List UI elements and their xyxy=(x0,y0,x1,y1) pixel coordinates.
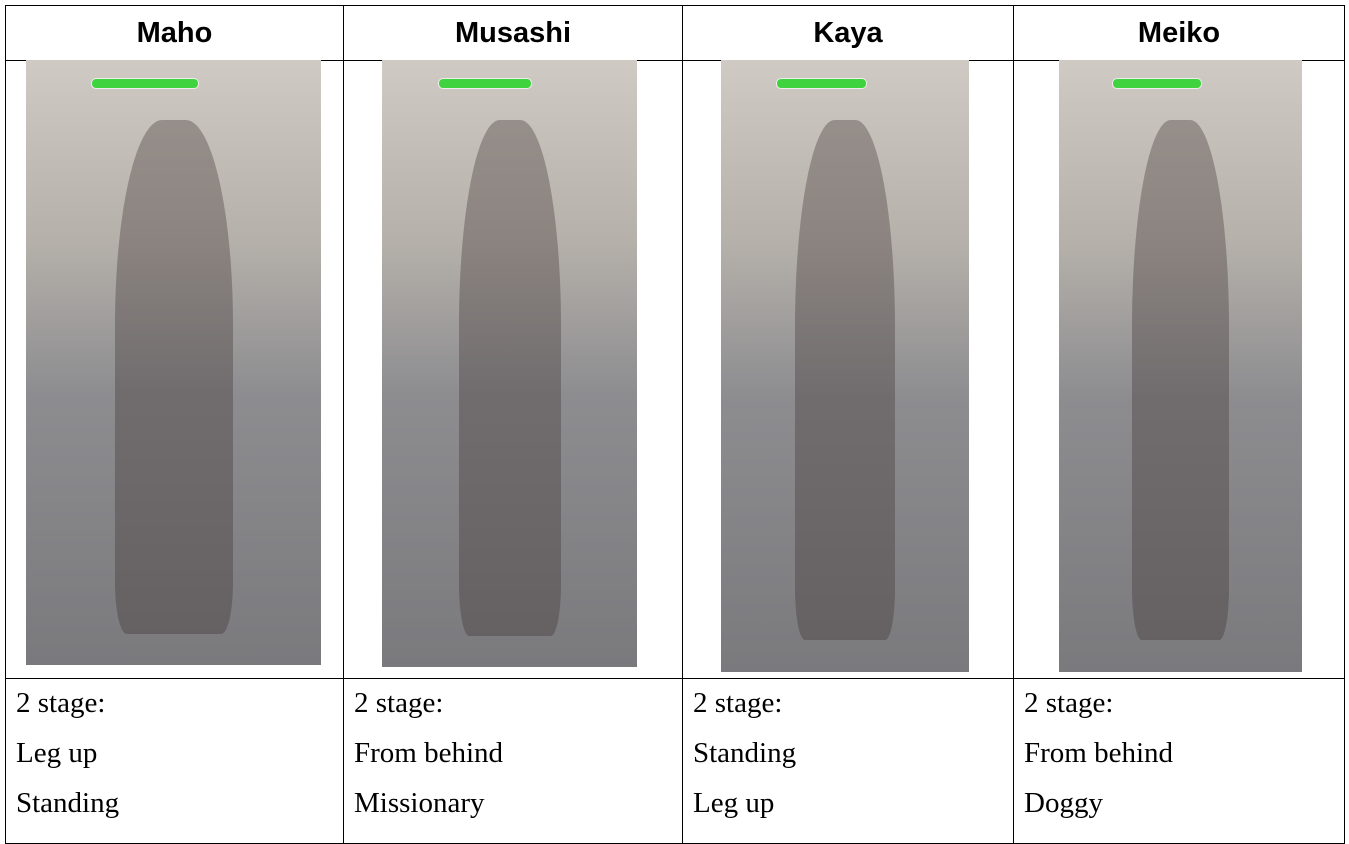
character-image xyxy=(1059,60,1302,672)
character-figure xyxy=(795,120,895,641)
cell-text: From behind xyxy=(354,737,504,769)
cell-text: From behind xyxy=(1024,737,1174,769)
cell-text: Doggy xyxy=(1024,787,1103,819)
character-figure xyxy=(458,120,561,636)
cell-text: 2 stage: xyxy=(693,687,783,719)
text-cell: 2 stage: From behind Missionary xyxy=(343,678,683,844)
character-image xyxy=(382,60,637,667)
health-bar xyxy=(438,78,532,89)
header-cell: Kaya xyxy=(682,5,1014,61)
header-cell: Musashi xyxy=(343,5,683,61)
header-cell: Meiko xyxy=(1013,5,1345,61)
character-figure xyxy=(1131,120,1230,641)
text-cell: 2 stage: Leg up Standing xyxy=(5,678,344,844)
character-image xyxy=(721,60,969,672)
health-bar xyxy=(775,78,867,89)
cell-text: 2 stage: xyxy=(16,687,106,719)
cell-text: Standing xyxy=(16,787,120,819)
character-image xyxy=(26,60,321,665)
text-cell: 2 stage: From behind Doggy xyxy=(1013,678,1345,844)
health-bar xyxy=(1112,78,1202,89)
cell-text: Standing xyxy=(693,737,797,769)
cell-text: Missionary xyxy=(354,787,485,819)
cell-text: 2 stage: xyxy=(354,687,444,719)
cell-text: 2 stage: xyxy=(1024,687,1114,719)
character-figure xyxy=(114,120,233,635)
header-cell: Maho xyxy=(5,5,344,61)
text-cell: 2 stage: Standing Leg up xyxy=(682,678,1014,844)
health-bar xyxy=(90,78,200,89)
cell-text: Leg up xyxy=(693,787,775,819)
cell-text: Leg up xyxy=(16,737,98,769)
